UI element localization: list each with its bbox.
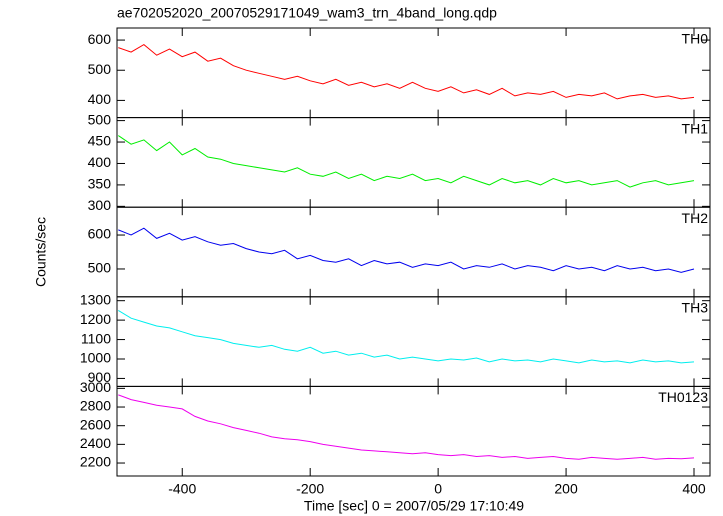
data-line <box>118 394 695 460</box>
y-tick-label: 3000 <box>80 379 111 395</box>
y-tick-label: 600 <box>88 31 112 47</box>
y-tick-label: 350 <box>88 176 112 192</box>
y-tick-label: 450 <box>88 133 112 149</box>
y-tick-label: 2400 <box>80 435 111 451</box>
y-tick-label: 600 <box>88 226 112 242</box>
data-line <box>118 43 695 100</box>
panel-label: TH0123 <box>658 389 708 405</box>
data-line <box>118 135 695 188</box>
data-line <box>118 227 695 273</box>
y-tick-label: 1300 <box>80 291 111 307</box>
x-axis-label: Time [sec] 0 = 2007/05/29 17:10:49 <box>304 498 524 514</box>
panel-label: TH2 <box>682 210 709 226</box>
y-tick-label: 400 <box>88 91 112 107</box>
panel-label: TH3 <box>682 300 709 316</box>
panel-label: TH1 <box>682 120 709 136</box>
panel-frame <box>116 385 711 477</box>
y-tick-label: 500 <box>88 260 112 276</box>
x-tick-label: -400 <box>168 481 196 497</box>
y-tick-label: 2600 <box>80 416 111 432</box>
y-tick-label: 300 <box>88 197 112 213</box>
x-tick-label: -200 <box>296 481 324 497</box>
data-line <box>118 309 695 364</box>
y-axis-label: Counts/sec <box>33 217 49 287</box>
x-tick-label: 200 <box>554 481 578 497</box>
y-tick-label: 2800 <box>80 398 111 414</box>
x-tick-label: 400 <box>682 481 706 497</box>
y-tick-label: 1100 <box>81 330 111 346</box>
chart-title: ae702052020_20070529171049_wam3_trn_4ban… <box>117 5 497 21</box>
y-tick-label: 500 <box>88 111 112 127</box>
y-tick-label: 900 <box>88 369 112 385</box>
x-tick-label: 0 <box>434 481 442 497</box>
y-tick-label: 1000 <box>80 350 111 366</box>
y-tick-label: 400 <box>88 154 112 170</box>
y-tick-label: 2200 <box>80 454 111 470</box>
y-tick-label: 1200 <box>80 311 111 327</box>
panel-label: TH0 <box>682 31 709 47</box>
y-tick-label: 500 <box>88 61 112 77</box>
